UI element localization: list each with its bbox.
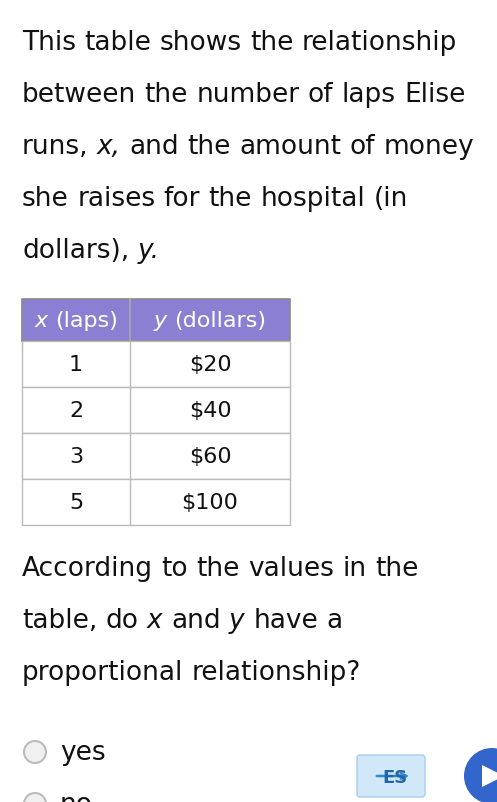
Text: According: According <box>22 555 153 581</box>
Circle shape <box>24 741 46 763</box>
Text: 1: 1 <box>69 354 83 375</box>
Text: runs,: runs, <box>22 134 88 160</box>
Text: hospital: hospital <box>260 186 365 212</box>
Text: $40: $40 <box>189 400 231 420</box>
Polygon shape <box>482 765 497 787</box>
Text: in: in <box>342 555 366 581</box>
Text: of: of <box>308 82 333 107</box>
Text: amount: amount <box>239 134 341 160</box>
Text: ES: ES <box>382 768 407 786</box>
Text: (dollars): (dollars) <box>174 310 266 330</box>
Text: a: a <box>326 607 342 634</box>
Text: relationship: relationship <box>302 30 457 56</box>
Text: of: of <box>349 134 375 160</box>
Text: the: the <box>145 82 188 107</box>
Text: the: the <box>250 30 294 56</box>
Text: number: number <box>196 82 300 107</box>
Text: 5: 5 <box>69 492 83 512</box>
Text: $20: $20 <box>189 354 231 375</box>
Text: and: and <box>171 607 221 634</box>
Text: laps: laps <box>342 82 396 107</box>
Text: for: for <box>164 186 200 212</box>
FancyBboxPatch shape <box>357 755 425 797</box>
Text: $100: $100 <box>181 492 239 512</box>
Text: the: the <box>375 555 418 581</box>
Text: she: she <box>22 186 69 212</box>
Text: table: table <box>84 30 151 56</box>
Bar <box>22 300 290 342</box>
Text: This: This <box>22 30 76 56</box>
Text: Elise: Elise <box>404 82 466 107</box>
Text: the: the <box>187 134 231 160</box>
Text: money: money <box>384 134 474 160</box>
Text: and: and <box>129 134 179 160</box>
Text: raises: raises <box>77 186 155 212</box>
Text: the: the <box>209 186 252 212</box>
Bar <box>22 342 290 387</box>
Text: dollars),: dollars), <box>22 237 129 264</box>
Text: do: do <box>106 607 139 634</box>
Text: y: y <box>229 607 245 634</box>
Text: y.: y. <box>138 237 160 264</box>
Text: x,: x, <box>97 134 121 160</box>
Text: (laps): (laps) <box>55 310 118 330</box>
Text: between: between <box>22 82 136 107</box>
Text: to: to <box>162 555 188 581</box>
Text: no: no <box>60 791 93 802</box>
Text: relationship?: relationship? <box>192 659 361 685</box>
Text: values: values <box>248 555 334 581</box>
Text: shows: shows <box>160 30 242 56</box>
Text: yes: yes <box>60 739 106 765</box>
Text: the: the <box>196 555 240 581</box>
Text: 2: 2 <box>69 400 83 420</box>
Bar <box>22 480 290 525</box>
Text: x: x <box>34 310 48 330</box>
Text: 3: 3 <box>69 447 83 467</box>
Text: x: x <box>147 607 163 634</box>
Text: have: have <box>253 607 318 634</box>
Text: y: y <box>154 310 167 330</box>
Text: proportional: proportional <box>22 659 183 685</box>
Bar <box>22 387 290 433</box>
Text: $60: $60 <box>189 447 231 467</box>
Circle shape <box>24 793 46 802</box>
Text: table,: table, <box>22 607 97 634</box>
Text: (in: (in <box>373 186 408 212</box>
Circle shape <box>464 748 497 802</box>
Bar <box>22 433 290 480</box>
